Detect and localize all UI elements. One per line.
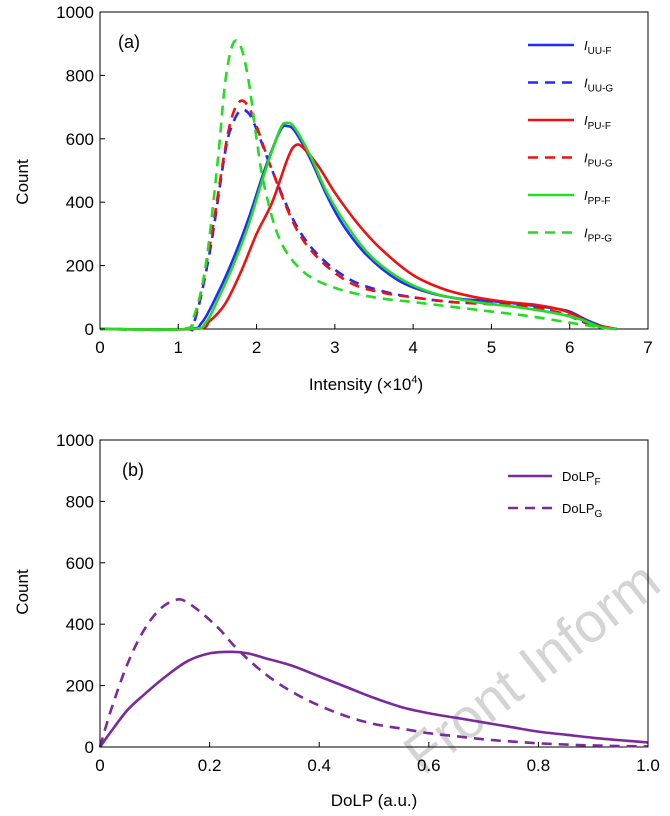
x-tick-label-b: 1.0 xyxy=(636,756,660,775)
series-line-dolp-f xyxy=(98,650,649,748)
legend-label: DoLPG xyxy=(562,501,603,520)
legend-label-sub: PU-F xyxy=(588,121,611,132)
legend-label: DoLPF xyxy=(562,469,601,488)
x-axis-label-a-suffix: ) xyxy=(417,375,423,394)
x-axis-label-a-sup: 4 xyxy=(411,374,417,386)
legend-label-main: I xyxy=(584,113,588,128)
series-line-i-pu-f xyxy=(99,143,617,331)
legend-label: IPP-G xyxy=(584,226,612,245)
legend-label: IUU-G xyxy=(584,76,613,95)
legend-label-sub: PP-F xyxy=(588,196,611,207)
series-line-i-uu-f xyxy=(99,124,617,331)
y-tick-label-a: 800 xyxy=(66,66,94,85)
y-tick-label-a: 600 xyxy=(66,130,94,149)
x-tick-label-a: 6 xyxy=(565,338,574,357)
panel-label-a: (a) xyxy=(118,32,140,52)
watermark-text: Front Inform xyxy=(392,548,670,785)
legend-label-sub: UU-F xyxy=(588,46,612,57)
y-tick-label-b: 800 xyxy=(66,492,94,511)
y-tick-label-b: 400 xyxy=(66,615,94,634)
x-axis-label-a: Intensity (×104) xyxy=(309,374,423,394)
x-tick-label-b: 0.8 xyxy=(527,756,551,775)
plot-area-a: 0 1 2 3 4 5 6 7 0 200 400 600 800 1000 xyxy=(56,3,653,357)
x-tick-label-a: 5 xyxy=(487,338,496,357)
x-tick-label-b: 0.2 xyxy=(198,756,222,775)
legend-label-main: I xyxy=(584,151,588,166)
x-tick-label-b: 0.6 xyxy=(417,756,441,775)
legend-label: IUU-F xyxy=(584,38,612,57)
legend-label-main: DoLP xyxy=(562,469,595,484)
y-tick-label-a: 200 xyxy=(66,257,94,276)
y-tick-label-b: 600 xyxy=(66,554,94,573)
x-axis-label-b: DoLP (a.u.) xyxy=(331,791,418,810)
legend-label-main: I xyxy=(584,76,588,91)
y-axis-label-a: Count xyxy=(13,159,32,205)
x-tick-label-a: 0 xyxy=(95,338,104,357)
series-line-i-pp-g xyxy=(99,39,617,332)
x-tick-label-a: 4 xyxy=(408,338,417,357)
x-tick-label-a: 1 xyxy=(174,338,183,357)
legend-label-sub: UU-G xyxy=(588,84,614,95)
legend-label-main: DoLP xyxy=(562,501,595,516)
y-tick-label-b: 0 xyxy=(85,738,94,757)
y-tick-label-a: 0 xyxy=(85,320,94,339)
y-tick-label-a: 1000 xyxy=(56,3,94,22)
chart-panel-a: 0 1 2 3 4 5 6 7 0 200 400 600 800 1000 (a) Count Inte… xyxy=(13,3,653,394)
series-line-i-pu-g xyxy=(99,99,617,332)
legend-label-sub: PP-G xyxy=(588,234,613,245)
legend-label: IPU-F xyxy=(584,113,611,132)
y-tick-label-b: 1000 xyxy=(56,431,94,450)
series-line-i-pp-f xyxy=(99,121,617,331)
x-tick-label-a: 2 xyxy=(252,338,261,357)
x-axis-label-a-main: Intensity (×10 xyxy=(309,375,412,394)
legend-label: IPU-G xyxy=(584,151,613,170)
legend-label-sub: F xyxy=(595,477,601,488)
legend-label-main: I xyxy=(584,188,588,203)
legend-label: IPP-F xyxy=(584,188,610,207)
legend-label-main: I xyxy=(584,226,588,241)
series-line-i-uu-g xyxy=(99,108,617,332)
x-tick-label-b: 0.4 xyxy=(307,756,331,775)
y-axis-label-b: Count xyxy=(13,569,32,615)
legend-label-main: I xyxy=(584,38,588,53)
x-tick-label-a: 3 xyxy=(330,338,339,357)
y-tick-label-b: 200 xyxy=(66,677,94,696)
panel-label-b: (b) xyxy=(122,460,144,480)
plot-area-b: 0 0.2 0.4 0.6 0.8 1.0 0 200 400 600 800 1000 xyxy=(56,431,660,775)
y-tick-label-a: 400 xyxy=(66,193,94,212)
chart-panel-b: 0 0.2 0.4 0.6 0.8 1.0 0 200 400 600 800 1000 (b) Co… xyxy=(13,431,660,810)
legend-label-sub: G xyxy=(595,509,603,520)
x-tick-label-a: 7 xyxy=(643,338,652,357)
legend-label-sub: PU-G xyxy=(588,159,613,170)
x-tick-label-b: 0 xyxy=(95,756,104,775)
